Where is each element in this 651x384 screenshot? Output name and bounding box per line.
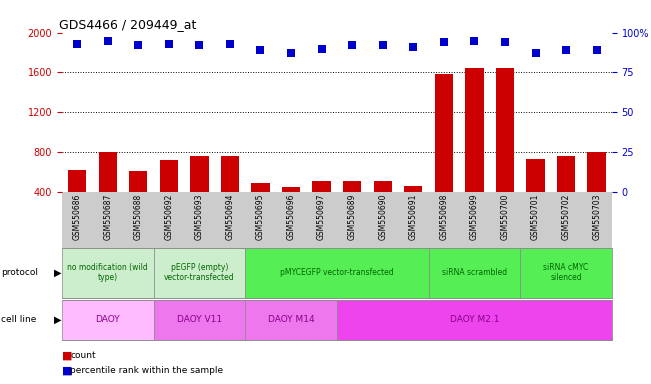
Text: count: count: [70, 351, 96, 360]
Text: no modification (wild
type): no modification (wild type): [67, 263, 148, 282]
Text: ■: ■: [62, 366, 72, 376]
Text: GDS4466 / 209449_at: GDS4466 / 209449_at: [59, 18, 197, 31]
Point: [163, 41, 174, 47]
Point: [561, 47, 572, 53]
Point: [316, 46, 327, 52]
Bar: [374, 181, 392, 232]
Point: [592, 47, 602, 53]
Point: [408, 44, 419, 50]
Text: protocol: protocol: [1, 268, 38, 277]
Point: [439, 39, 449, 45]
Bar: [98, 152, 117, 232]
Bar: [435, 74, 453, 232]
Text: siRNA cMYC
silenced: siRNA cMYC silenced: [544, 263, 589, 282]
Bar: [343, 181, 361, 232]
Bar: [557, 156, 575, 232]
Bar: [68, 170, 87, 232]
Point: [194, 42, 204, 48]
Bar: [282, 187, 300, 232]
Point: [72, 41, 82, 47]
Point: [347, 42, 357, 48]
Point: [531, 50, 541, 56]
Point: [500, 39, 510, 45]
Point: [378, 42, 388, 48]
Bar: [129, 171, 147, 232]
Text: ▶: ▶: [53, 314, 61, 325]
Bar: [587, 152, 606, 232]
Text: DAOY M14: DAOY M14: [268, 315, 314, 324]
Text: pMYCEGFP vector-transfected: pMYCEGFP vector-transfected: [280, 268, 394, 277]
Point: [469, 38, 480, 44]
Text: pEGFP (empty)
vector-transfected: pEGFP (empty) vector-transfected: [164, 263, 234, 282]
Bar: [404, 186, 422, 232]
Bar: [496, 68, 514, 232]
Point: [133, 42, 143, 48]
Point: [225, 41, 235, 47]
Bar: [465, 68, 484, 232]
Point: [255, 47, 266, 53]
Bar: [312, 181, 331, 232]
Point: [286, 50, 296, 56]
Text: cell line: cell line: [1, 315, 36, 324]
Bar: [527, 159, 545, 232]
Text: DAOY M2.1: DAOY M2.1: [450, 315, 499, 324]
Bar: [251, 183, 270, 232]
Text: ■: ■: [62, 350, 72, 360]
Text: ▶: ▶: [53, 268, 61, 278]
Bar: [159, 160, 178, 232]
Text: siRNA scrambled: siRNA scrambled: [442, 268, 507, 277]
Bar: [190, 156, 208, 232]
Text: percentile rank within the sample: percentile rank within the sample: [70, 366, 223, 375]
Point: [102, 38, 113, 44]
Text: DAOY V11: DAOY V11: [177, 315, 222, 324]
Bar: [221, 156, 239, 232]
Text: DAOY: DAOY: [96, 315, 120, 324]
